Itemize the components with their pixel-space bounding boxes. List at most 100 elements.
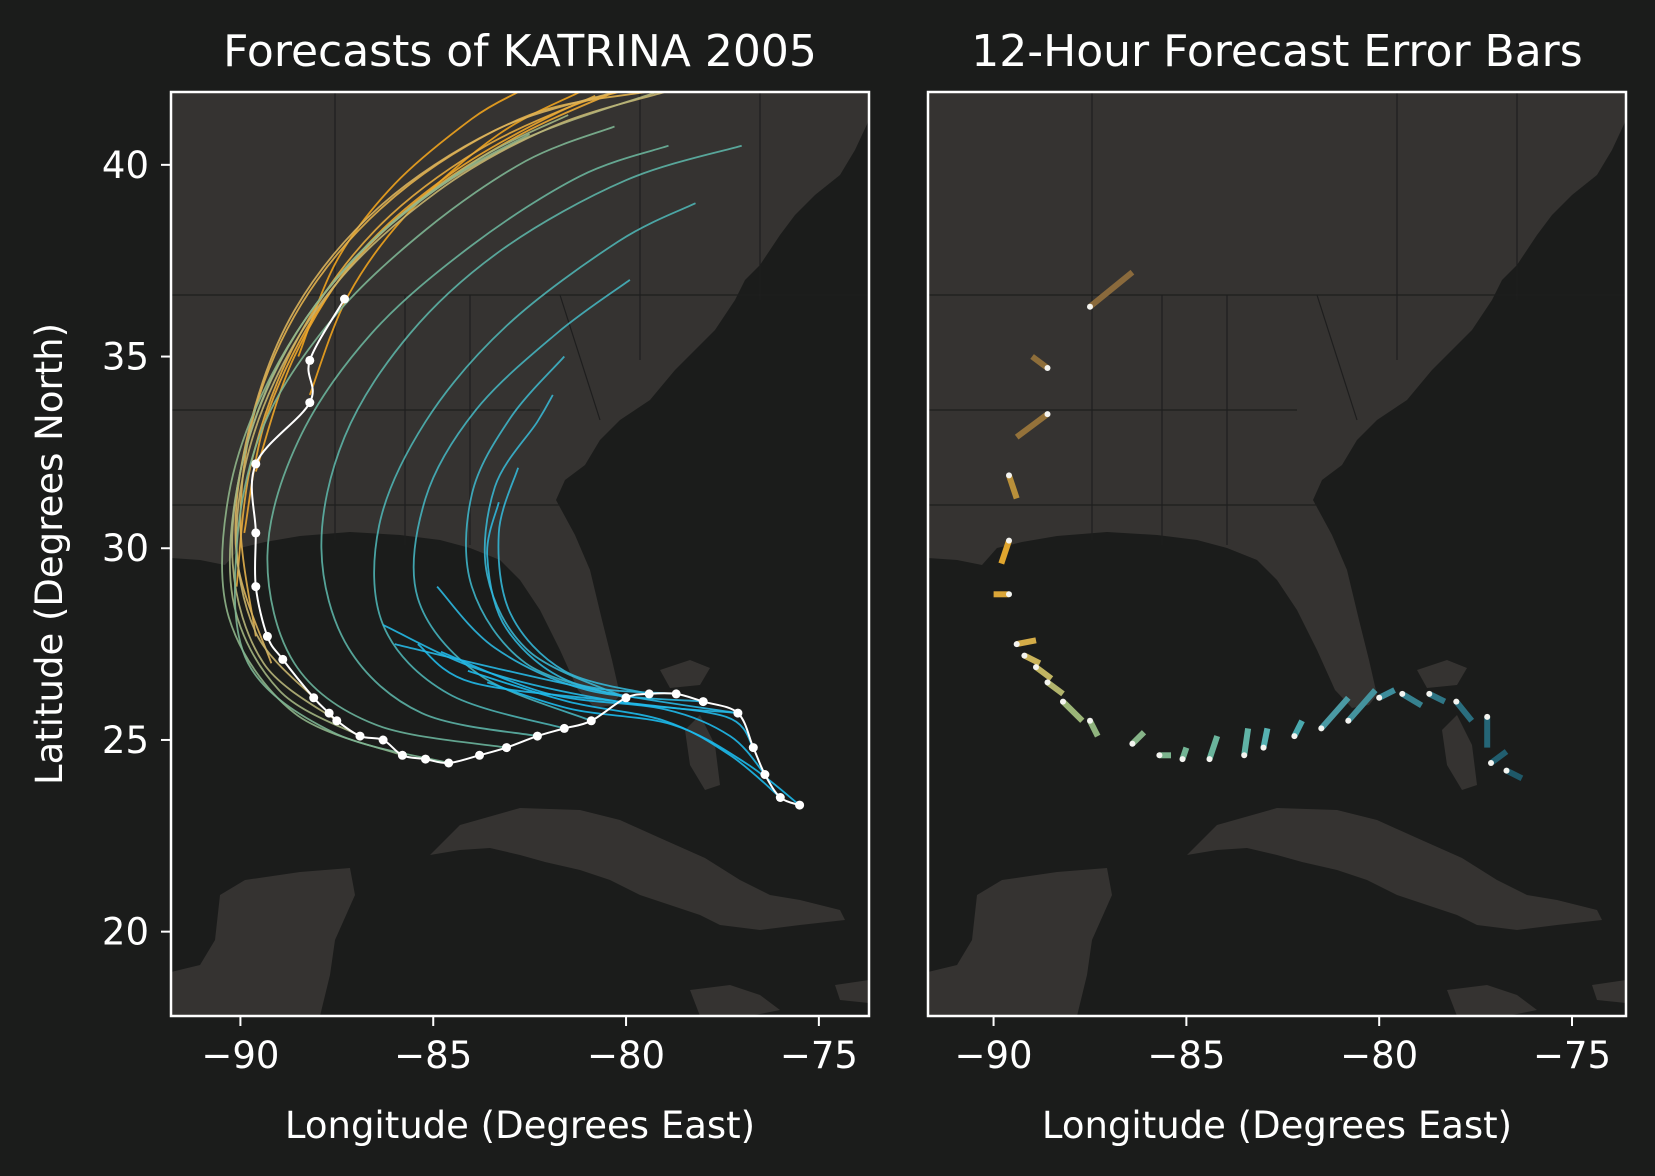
error-bar-segment — [1319, 695, 1351, 731]
y-tick-label: 40 — [102, 144, 149, 187]
bahamas-island — [660, 660, 710, 688]
observed-track-point — [355, 731, 365, 741]
observed-track-point — [775, 793, 785, 802]
error-bars-panel: −90 −85 −80 −75 12-Hour Forecast Error Bars… — [926, 26, 1628, 1147]
yucatan-landmass-right — [928, 868, 1112, 1016]
error-bar-segment — [1014, 411, 1050, 440]
observed-track-point — [621, 693, 631, 703]
x-tick-label: −80 — [587, 1034, 665, 1077]
basemap-right — [928, 92, 1626, 1016]
observed-track-point — [475, 750, 484, 760]
error-bar-origin-point — [1044, 411, 1051, 418]
forecast-track-line — [497, 467, 650, 695]
observed-track-point — [309, 693, 319, 703]
observed-track-point — [262, 631, 272, 641]
error-bar-segment — [1489, 749, 1509, 766]
error-bar-segments — [993, 269, 1524, 781]
forecast-track-line — [467, 670, 781, 799]
error-bar-origin-point — [1006, 591, 1012, 598]
state-borders-right — [928, 92, 1626, 545]
error-bar-origin-point — [1006, 472, 1012, 479]
observed-track-point — [733, 708, 743, 718]
error-bar-origin-point — [1426, 690, 1433, 697]
y-tick-label: 30 — [102, 527, 149, 570]
observed-track-point — [251, 582, 261, 592]
error-bar-origin-point — [1179, 756, 1186, 763]
forecast-track-line — [394, 643, 739, 714]
x-tick-label: −75 — [1533, 1034, 1611, 1077]
error-bar-origin-point — [1345, 717, 1352, 724]
forecast-track-line — [465, 355, 627, 699]
error-bar-origin-point — [1503, 767, 1510, 774]
error-bar-segment — [1006, 474, 1020, 500]
error-bar-origin-point — [1129, 740, 1136, 747]
observed-track-point — [444, 758, 454, 768]
error-bar-segment — [1060, 699, 1085, 723]
forecast-track-line — [308, 92, 581, 396]
error-bar-origin-point — [1060, 698, 1066, 705]
y-axis-label: Latitude (Degrees North) — [28, 323, 71, 785]
x-tick-label: −80 — [1340, 1034, 1418, 1077]
y-tick-label: 20 — [102, 911, 149, 954]
error-bar-segment — [1016, 637, 1037, 648]
error-bar-origin-point — [1087, 717, 1093, 724]
x-tick-label: −85 — [394, 1034, 472, 1077]
forecast-track-line — [266, 144, 669, 749]
x-tick-label: −90 — [201, 1034, 279, 1077]
error-bar-segment — [1260, 727, 1271, 749]
observed-track-point — [559, 723, 569, 733]
plot-frame-right — [926, 90, 1628, 1018]
error-bar-segment — [1346, 688, 1378, 723]
observed-track-point — [251, 528, 261, 538]
y-tick-label: 25 — [102, 719, 149, 762]
axis-ticks-right: −90 −85 −80 −75 — [955, 1016, 1611, 1077]
forecast-track-line — [228, 114, 569, 737]
observed-track-point — [698, 697, 708, 707]
observed-track — [250, 294, 805, 810]
x-tick-label: −90 — [955, 1034, 1033, 1077]
error-bar-segment — [998, 539, 1012, 565]
bahamas-island-2-right — [1442, 715, 1477, 790]
observed-track-point — [278, 654, 288, 664]
observed-track-point — [305, 355, 315, 365]
observed-track-point — [760, 770, 770, 779]
observed-track-point — [397, 750, 407, 760]
forecast-track-line — [486, 681, 801, 806]
puerto-rico-landmass-right — [1592, 980, 1626, 1003]
hispaniola-landmass-right — [1447, 985, 1537, 1016]
observed-track-point — [305, 398, 315, 408]
observed-track-point — [532, 731, 542, 741]
error-bar-segment — [1088, 269, 1135, 310]
error-bar-origin-point — [1241, 752, 1248, 759]
error-bar-segment — [1453, 699, 1475, 723]
error-bar-origin-point — [1291, 733, 1298, 740]
forecast-track-line — [436, 585, 704, 703]
yucatan-landmass — [171, 868, 355, 1016]
puerto-rico-landmass — [835, 980, 869, 1003]
error-bar-origin-point — [1013, 641, 1020, 648]
observed-track-point — [332, 716, 342, 726]
x-axis-label-right: Longitude (Degrees East) — [1042, 1104, 1512, 1147]
axis-ticks-left: −90 −85 −80 −75 20 25 30 35 40 — [102, 144, 858, 1077]
plot-frame-left — [169, 90, 871, 1018]
bahamas-island-right — [1417, 660, 1467, 688]
cuba-landmass-right — [1187, 808, 1602, 930]
y-tick-label: 35 — [102, 336, 149, 379]
observed-track-point — [795, 800, 805, 810]
hispaniola-landmass — [690, 985, 780, 1016]
forecast-track-line — [233, 125, 615, 764]
forecast-track-line — [320, 144, 742, 737]
observed-track-point — [340, 294, 349, 304]
forecast-track-line — [373, 202, 696, 730]
observed-track-point — [748, 743, 758, 753]
x-axis-label-left: Longitude (Degrees East) — [285, 1104, 755, 1147]
observed-track-point — [324, 708, 334, 718]
observed-track-point — [251, 459, 261, 469]
observed-track-point — [586, 716, 596, 726]
error-bar-origin-point — [1156, 752, 1163, 759]
error-bar-origin-point — [1044, 365, 1051, 371]
error-bar-segment — [1400, 691, 1424, 708]
chart-title-right: 12-Hour Forecast Error Bars — [971, 26, 1582, 77]
forecast-track-lines — [221, 92, 801, 806]
